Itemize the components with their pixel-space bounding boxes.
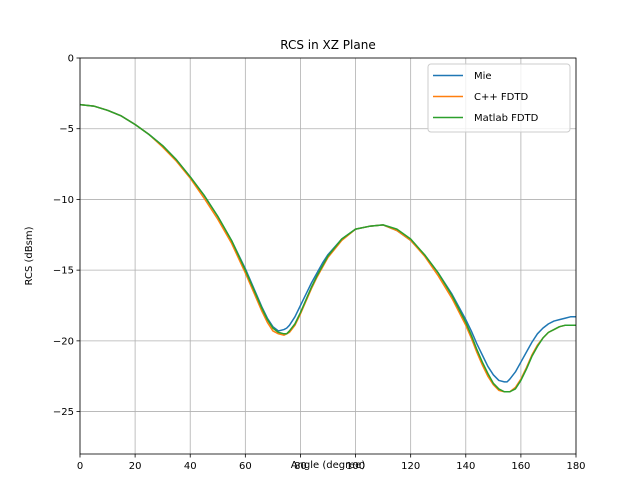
- x-tick-label: 0: [77, 461, 83, 472]
- x-tick-label: 80: [294, 461, 307, 472]
- x-tick-label: 60: [239, 461, 252, 472]
- legend-label-2: Matlab FDTD: [474, 113, 539, 124]
- legend-label-1: C++ FDTD: [474, 92, 528, 103]
- chart-title: RCS in XZ Plane: [280, 38, 375, 52]
- x-tick-label: 180: [566, 461, 585, 472]
- legend-box: [427, 63, 571, 133]
- y-tick-label: 0: [68, 54, 74, 65]
- x-tick-label: 20: [129, 461, 142, 472]
- x-tick-label: 120: [401, 461, 420, 472]
- series-line-2: [79, 103, 576, 393]
- y-tick-label: −25: [53, 407, 74, 418]
- plot-frame: [79, 57, 577, 455]
- x-tick-label: 100: [346, 461, 365, 472]
- x-axis-label: Angle (degree): [291, 460, 366, 471]
- y-tick-label: −10: [53, 195, 74, 206]
- y-tick-label: −5: [59, 124, 74, 135]
- y-tick-label: −15: [53, 266, 74, 277]
- y-tick-label: −20: [53, 336, 74, 347]
- x-tick-label: 160: [511, 461, 530, 472]
- axis-ticks: 0 20 40 60 80 100 120 140 160 180 0 −5 −10 −15 −20 −25: [53, 54, 586, 473]
- plot-series: [79, 103, 576, 393]
- x-tick-label: 140: [456, 461, 475, 472]
- y-axis-label: RCS (dBsm): [24, 226, 35, 285]
- legend: Mie C++ FDTD Matlab FDTD: [427, 63, 571, 133]
- legend-label-0: Mie: [474, 71, 492, 82]
- x-tick-label: 40: [184, 461, 197, 472]
